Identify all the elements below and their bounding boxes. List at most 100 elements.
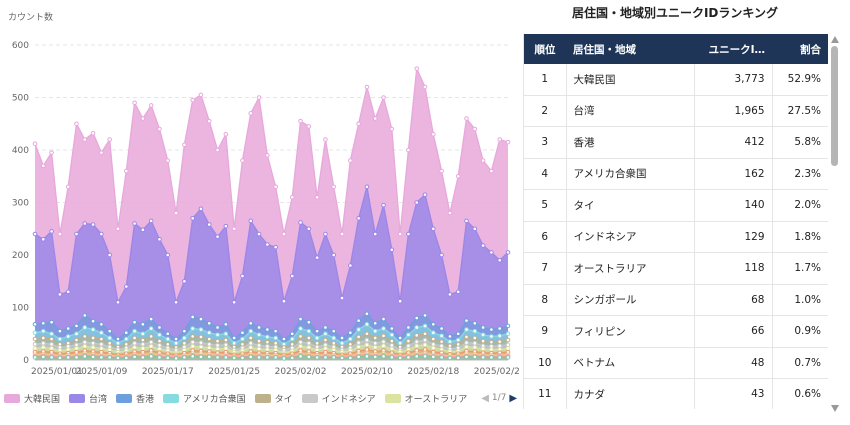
- point-台湾: [298, 220, 303, 225]
- point-タイ: [49, 336, 54, 342]
- table-row[interactable]: 3 香港 412 5.8%: [524, 126, 828, 159]
- point-アメリカ合衆国: [364, 322, 370, 327]
- point-オーストラリア: [49, 346, 54, 351]
- cell-count: 3,773: [694, 64, 773, 96]
- point-オーストラリア: [306, 345, 312, 350]
- point-タイ: [348, 341, 353, 347]
- header-region[interactable]: 居住国・地域: [566, 34, 694, 64]
- cell-region: フィリピン: [566, 315, 695, 348]
- table-row[interactable]: 9 フィリピン 66 0.9%: [524, 315, 828, 348]
- table-scrollbar[interactable]: [829, 34, 841, 414]
- point-香港: [505, 323, 511, 329]
- header-share[interactable]: 割合: [772, 34, 828, 64]
- line-シンガポール: [34, 348, 509, 356]
- point-台湾: [165, 252, 171, 258]
- point-大韓民国: [447, 210, 453, 216]
- table-row[interactable]: 8 シンガポール 68 1.0%: [524, 284, 828, 316]
- point-アメリカ合衆国: [356, 327, 361, 332]
- point-カナダ: [497, 355, 503, 360]
- legend-item-thailand[interactable]: タイ: [254, 392, 293, 405]
- point-大韓民国: [331, 184, 337, 190]
- point-インドネシア: [298, 339, 303, 345]
- scroll-thumb[interactable]: [831, 46, 838, 166]
- point-大韓民国: [356, 121, 361, 127]
- cell-count: 68: [694, 284, 773, 316]
- point-大韓民国: [82, 137, 88, 142]
- point-大韓民国: [397, 231, 403, 237]
- legend-item-taiwan[interactable]: 台湾: [69, 392, 107, 405]
- point-オーストラリア: [206, 345, 212, 351]
- scroll-up-icon[interactable]: [831, 36, 839, 43]
- table-row[interactable]: 2 台湾 1,965 27.5%: [524, 95, 828, 127]
- point-大韓民国: [273, 184, 278, 190]
- point-アメリカ合衆国: [397, 340, 403, 346]
- point-台湾: [331, 252, 337, 258]
- legend-item-hongkong[interactable]: 香港: [116, 392, 154, 405]
- point-インドネシア: [356, 340, 361, 345]
- x-tick-label: 2025/02/18: [407, 367, 459, 377]
- table-row[interactable]: 1 大韓民国 3,773 52.9%: [524, 64, 828, 96]
- point-タイ: [505, 337, 511, 343]
- table-row[interactable]: 5 タイ 140 2.0%: [524, 189, 828, 222]
- table-row[interactable]: 4 アメリカ合衆国 162 2.3%: [524, 158, 828, 190]
- point-香港: [248, 320, 254, 326]
- legend-next-icon[interactable]: ▶: [509, 392, 518, 404]
- legend-item-indonesia[interactable]: インドネシア: [301, 392, 376, 405]
- point-アメリカ合衆国: [472, 328, 478, 334]
- point-台湾: [173, 299, 179, 305]
- point-大韓民国: [381, 95, 386, 100]
- point-香港: [414, 315, 420, 321]
- point-大韓民国: [240, 158, 245, 163]
- point-カナダ: [148, 354, 154, 359]
- table-row[interactable]: 11 カナダ 43 0.6%: [524, 378, 828, 409]
- point-オーストラリア: [422, 342, 428, 348]
- point-香港: [265, 327, 270, 332]
- point-アメリカ合衆国: [464, 327, 469, 332]
- legend-prev-icon[interactable]: ◀: [481, 392, 489, 404]
- point-大韓民国: [489, 168, 494, 174]
- table-row[interactable]: 6 インドネシア 129 1.8%: [524, 221, 828, 253]
- point-台湾: [107, 252, 112, 258]
- cell-rank: 5: [524, 189, 567, 222]
- cell-share: 5.8%: [772, 126, 828, 159]
- point-アメリカ合衆国: [439, 333, 444, 339]
- point-大韓民国: [99, 150, 104, 155]
- x-tick-label: 2025/01/09: [75, 367, 127, 377]
- scroll-down-icon[interactable]: [831, 405, 839, 412]
- point-大韓民国: [32, 141, 38, 146]
- cell-count: 129: [694, 221, 773, 253]
- point-アメリカ合衆国: [422, 323, 428, 329]
- point-香港: [32, 322, 38, 327]
- point-カナダ: [265, 355, 270, 360]
- point-香港: [231, 335, 237, 341]
- point-台湾: [497, 257, 503, 263]
- point-香港: [140, 322, 146, 327]
- legend-item-usa[interactable]: アメリカ合衆国: [163, 392, 246, 405]
- point-カナダ: [240, 355, 245, 361]
- point-大韓民国: [57, 231, 63, 237]
- point-大韓民国: [497, 137, 503, 142]
- point-アメリカ合衆国: [49, 331, 54, 337]
- point-台湾: [439, 252, 444, 258]
- cell-count: 1,965: [694, 95, 773, 127]
- point-インドネシア: [90, 340, 96, 346]
- header-rank[interactable]: 順位: [524, 34, 566, 64]
- point-タイ: [455, 341, 461, 347]
- point-アメリカ合衆国: [447, 339, 453, 344]
- header-count[interactable]: ユニークI…: [694, 34, 772, 64]
- point-台湾: [115, 299, 121, 305]
- point-カナダ: [49, 355, 54, 360]
- table-row[interactable]: 10 ベトナム 48 0.7%: [524, 347, 828, 379]
- point-大韓民国: [157, 126, 162, 132]
- point-アメリカ合衆国: [489, 334, 494, 339]
- legend-item-australia[interactable]: オーストラリア: [384, 392, 467, 405]
- point-台湾: [480, 243, 486, 248]
- point-アメリカ合衆国: [206, 330, 212, 336]
- point-アメリカ合衆国: [414, 325, 420, 330]
- legend-item-korea[interactable]: 大韓民国: [4, 392, 60, 405]
- point-アメリカ合衆国: [190, 326, 195, 331]
- point-大韓民国: [389, 126, 395, 132]
- point-インドネシア: [256, 343, 262, 348]
- point-香港: [182, 328, 187, 334]
- table-row[interactable]: 7 オーストラリア 118 1.7%: [524, 252, 828, 285]
